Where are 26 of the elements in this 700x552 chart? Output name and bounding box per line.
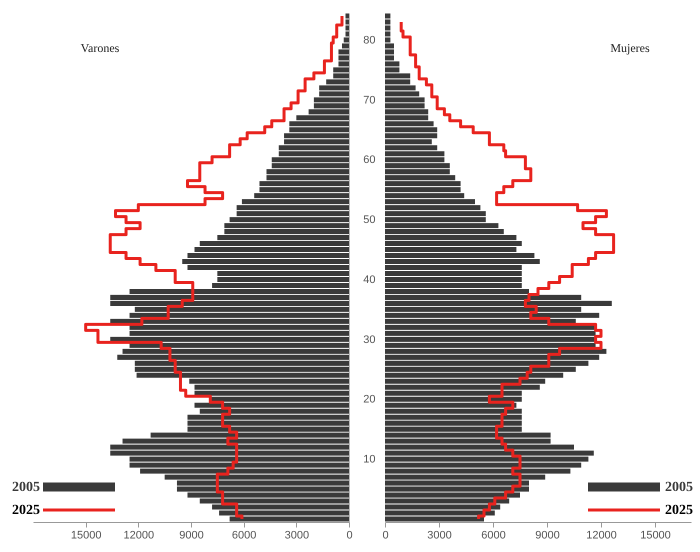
y-tick-label: 40 [363,274,376,286]
x-tick-label: 6000 [232,530,256,542]
y-tick-label: 70 [363,94,376,106]
x-tick-label: 15000 [70,530,102,542]
text: 2005 [12,480,40,495]
text: Mujeres [610,41,650,55]
x-tick-label: 6000 [481,530,506,542]
x-tick-label: 3000 [284,530,310,542]
text: 2025 [12,503,40,518]
y-tick-label: 10 [363,454,376,466]
x-tick-label: 9000 [179,530,204,542]
y-tick-label: 30 [363,334,376,346]
y-tick-label: 20 [363,394,376,406]
x-tick-label: 0 [346,530,353,542]
x-tick-label: 12000 [124,530,154,542]
y-tick-label: 50 [363,214,376,226]
y-tick-label: 80 [363,34,376,46]
x-tick-label: 15000 [640,530,671,542]
x-tick-label: 3000 [427,530,452,542]
x-tick-label: 12000 [586,530,617,542]
text: 2005 [665,480,693,495]
x-tick-label: 9000 [535,530,560,542]
y-tick-label: 60 [363,154,376,166]
text: 2025 [665,503,693,518]
text: Varones [80,41,120,55]
x-tick-label: 0 [382,530,389,542]
